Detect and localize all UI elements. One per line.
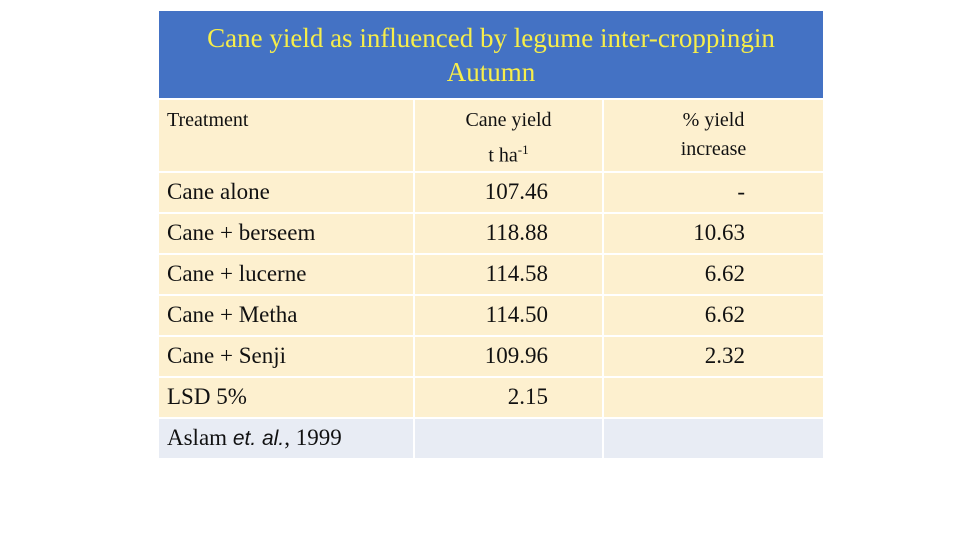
table-row: LSD 5% 2.15 (157, 375, 826, 419)
slide-title: Cane yield as influenced by legume inter… (156, 9, 826, 100)
table-cell: Cane alone (157, 170, 415, 214)
cell-text: 10.63 (693, 220, 746, 246)
cell-text: 109.96 (484, 343, 548, 369)
table-cell: 10.63 (601, 211, 826, 255)
table-cell (601, 416, 826, 460)
table-cell: 114.58 (413, 252, 604, 296)
cell-text: Cane + lucerne (167, 261, 307, 287)
table-cell: Cane + berseem (157, 211, 415, 255)
table-cell (413, 416, 604, 460)
table-cell: 6.62 (601, 252, 826, 296)
cell-text: 2.15 (507, 384, 548, 410)
data-table: Cane yield as influenced by legume inter… (156, 9, 826, 460)
cell-text: Cane + berseem (167, 220, 316, 246)
source-etal: et. al. (232, 427, 285, 451)
table-cell: Cane + Metha (157, 293, 415, 337)
table-cell: 2.15 (413, 375, 604, 419)
title-row: Cane yield as influenced by legume inter… (156, 9, 826, 100)
header-text: increase (680, 138, 747, 160)
header-text: Cane yield (465, 109, 552, 131)
header-cell: Cane yield t ha-1 (413, 98, 604, 173)
header-superscript: -1 (517, 142, 529, 157)
cell-text: LSD 5% (167, 384, 247, 410)
source-author: Aslam (167, 425, 233, 451)
table-cell: - (601, 170, 826, 214)
header-cell: Treatment (157, 98, 415, 173)
cell-text: Cane + Metha (167, 302, 298, 328)
header-text: t ha (488, 144, 518, 167)
table-cell: 114.50 (413, 293, 604, 337)
cell-text: 2.32 (704, 343, 746, 369)
cell-text: 114.50 (485, 302, 548, 328)
table-cell: 107.46 (413, 170, 604, 214)
table-cell: LSD 5% (157, 375, 415, 419)
cell-text: 6.62 (704, 261, 746, 287)
table-cell: Cane + Senji (157, 334, 415, 378)
cell-text: 118.88 (485, 220, 548, 246)
cell-text: 6.62 (704, 302, 746, 328)
source-year: , 1999 (284, 425, 342, 451)
table-cell: 2.32 (601, 334, 826, 378)
table-row: Cane + Metha 114.50 6.62 (157, 293, 826, 337)
cell-text: 107.46 (484, 179, 548, 205)
cell-text: - (737, 179, 746, 205)
header-text: Treatment (167, 109, 249, 131)
table-row: Cane + Senji 109.96 2.32 (157, 334, 826, 378)
table-row: Aslam et. al., 1999 (157, 416, 826, 460)
header-cell: % yield increase (601, 98, 826, 173)
table-cell (601, 375, 826, 419)
table-cell: 118.88 (413, 211, 604, 255)
table-cell: 6.62 (601, 293, 826, 337)
table-body: Cane alone 107.46 - Cane + berseem 118.88 10.… (157, 170, 826, 460)
cell-text: Cane alone (167, 179, 270, 205)
header-text: % yield (682, 109, 745, 131)
table-cell: Aslam et. al., 1999 (157, 416, 415, 460)
header-row: Treatment Cane yield t ha-1 % yield incr… (157, 98, 826, 173)
table-row: Cane + lucerne 114.58 6.62 (157, 252, 826, 296)
table-row: Cane + berseem 118.88 10.63 (157, 211, 826, 255)
cell-text: 114.58 (485, 261, 548, 287)
table-cell: 109.96 (413, 334, 604, 378)
cell-text: Cane + Senji (167, 343, 287, 369)
table-cell: Cane + lucerne (157, 252, 415, 296)
table-row: Cane alone 107.46 - (157, 170, 826, 214)
